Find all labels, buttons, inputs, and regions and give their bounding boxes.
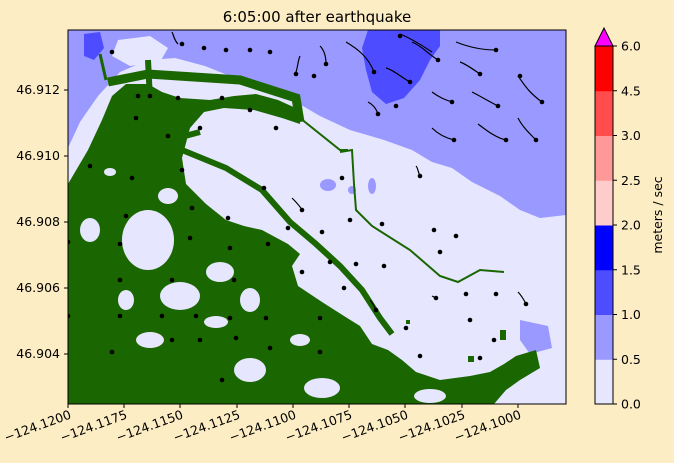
water-speed-high-nw xyxy=(84,32,104,60)
water-patch-2 xyxy=(368,178,376,194)
colorbar-band xyxy=(595,225,613,271)
colorbar-label: meters / sec xyxy=(650,176,665,253)
colorbar-tick-label: 4.5 xyxy=(621,83,641,98)
y-tick-label: 46.910 xyxy=(16,148,60,163)
colorbar-tick-label: 1.5 xyxy=(621,262,641,277)
y-tick-label: 46.904 xyxy=(16,346,60,361)
land-lines xyxy=(98,53,505,336)
y-axis: 46.904 46.906 46.908 46.910 46.912 xyxy=(16,82,68,361)
colorbar-band xyxy=(595,135,613,181)
colorbar-extend-arrow xyxy=(594,26,614,47)
colorbar-tick-label: 6.0 xyxy=(621,39,641,54)
colorbar: 0.0 0.5 1.0 1.5 2.0 2.5 3.0 4.5 6.0 meters / sec xyxy=(594,26,665,412)
water-patch-se xyxy=(520,320,552,354)
colorbar-band xyxy=(595,180,613,226)
y-tick-label: 46.906 xyxy=(16,280,60,295)
water-speed-medium xyxy=(68,30,566,218)
colorbar-band xyxy=(595,46,613,92)
colorbar-tick-label: 0.5 xyxy=(621,352,641,367)
land xyxy=(68,59,540,404)
colorbar-tick-label: 0.0 xyxy=(621,397,641,412)
map-area[interactable] xyxy=(66,30,566,404)
land-specks xyxy=(86,320,506,382)
colorbar-band xyxy=(595,314,613,360)
y-tick-label: 46.912 xyxy=(16,82,60,97)
colorbar-tick-label: 2.0 xyxy=(621,218,641,233)
water-patch-1 xyxy=(320,179,336,191)
y-tick-label: 46.908 xyxy=(16,214,60,229)
axes-frame xyxy=(67,29,567,405)
gauge-points xyxy=(68,33,545,383)
water-patch-light xyxy=(112,36,168,66)
colorbar-band xyxy=(595,269,613,315)
colorbar-band xyxy=(595,359,613,405)
land-holes xyxy=(80,168,446,403)
water-speed-high-ne xyxy=(362,30,440,104)
colorbar-tick-label: 2.5 xyxy=(621,173,641,188)
x-axis: −124.1200 −124.1175 −124.1150 −124.1125 … xyxy=(2,404,523,445)
colorbar-band xyxy=(595,90,613,136)
colorbar-tick-label: 3.0 xyxy=(621,128,641,143)
plot-title: 6:05:00 after earthquake xyxy=(223,8,411,26)
colorbar-tick-label: 1.0 xyxy=(621,307,641,322)
